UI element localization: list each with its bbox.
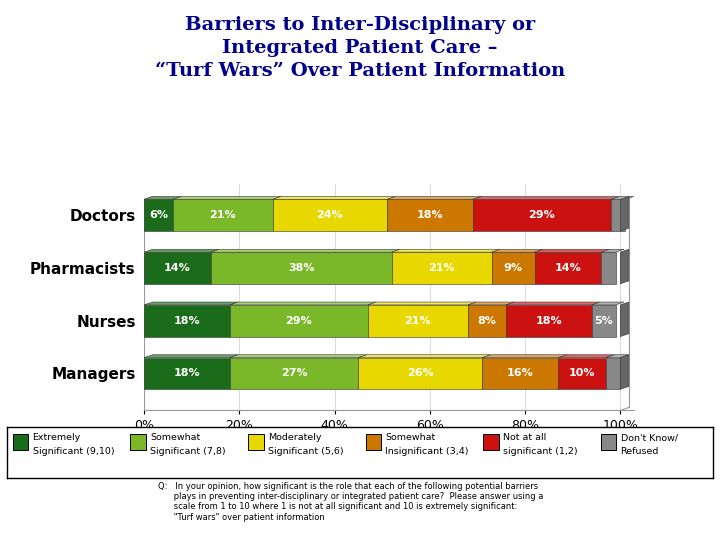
Text: 14%: 14% xyxy=(164,263,191,273)
Text: Significant (9,10): Significant (9,10) xyxy=(32,447,114,456)
Polygon shape xyxy=(368,305,468,336)
Polygon shape xyxy=(620,249,629,284)
Polygon shape xyxy=(211,252,392,284)
Polygon shape xyxy=(611,197,634,199)
Polygon shape xyxy=(144,249,220,252)
Text: 10%: 10% xyxy=(569,368,595,379)
Text: Insignificant (3,4): Insignificant (3,4) xyxy=(385,447,469,456)
Bar xyxy=(248,434,264,450)
Polygon shape xyxy=(534,252,601,284)
Polygon shape xyxy=(472,197,619,199)
Polygon shape xyxy=(392,252,492,284)
Text: significant (1,2): significant (1,2) xyxy=(503,447,577,456)
Text: 38%: 38% xyxy=(288,263,315,273)
Polygon shape xyxy=(620,197,629,231)
Polygon shape xyxy=(230,357,359,389)
Polygon shape xyxy=(492,252,534,284)
Text: 16%: 16% xyxy=(507,368,534,379)
Text: 24%: 24% xyxy=(316,210,343,220)
Polygon shape xyxy=(144,302,238,305)
Polygon shape xyxy=(359,355,491,357)
Bar xyxy=(13,434,28,450)
Text: 29%: 29% xyxy=(528,210,555,220)
Text: 18%: 18% xyxy=(174,316,200,326)
Polygon shape xyxy=(534,249,610,252)
Polygon shape xyxy=(144,355,238,357)
Text: Barriers to Inter-Disciplinary or
Integrated Patient Care –
“Turf Wars” Over Pat: Barriers to Inter-Disciplinary or Integr… xyxy=(155,16,565,80)
Polygon shape xyxy=(144,252,211,284)
Polygon shape xyxy=(592,305,616,336)
Text: Refused: Refused xyxy=(621,447,659,456)
Polygon shape xyxy=(482,357,558,389)
Polygon shape xyxy=(392,249,500,252)
Text: Somewhat: Somewhat xyxy=(150,434,200,442)
Text: Significant (7,8): Significant (7,8) xyxy=(150,447,226,456)
Bar xyxy=(130,434,146,450)
Polygon shape xyxy=(144,305,230,336)
Text: 27%: 27% xyxy=(281,368,307,379)
Polygon shape xyxy=(230,355,367,357)
Polygon shape xyxy=(606,357,620,389)
Text: 21%: 21% xyxy=(210,210,236,220)
Text: Significant (5,6): Significant (5,6) xyxy=(268,447,343,456)
Polygon shape xyxy=(506,305,592,336)
Polygon shape xyxy=(492,249,543,252)
Text: Somewhat: Somewhat xyxy=(385,434,436,442)
Text: 8%: 8% xyxy=(477,316,496,326)
Polygon shape xyxy=(606,355,629,357)
Polygon shape xyxy=(387,197,481,199)
Bar xyxy=(366,434,381,450)
Polygon shape xyxy=(273,199,387,231)
Polygon shape xyxy=(273,197,395,199)
Text: 18%: 18% xyxy=(174,368,200,379)
Text: Don't Know/: Don't Know/ xyxy=(621,434,678,442)
Text: 6%: 6% xyxy=(149,210,168,220)
Text: 5%: 5% xyxy=(594,316,613,326)
Polygon shape xyxy=(468,302,515,305)
Polygon shape xyxy=(173,199,273,231)
Text: 26%: 26% xyxy=(407,368,433,379)
Bar xyxy=(601,434,616,450)
Text: Q:   In your opinion, how significant is the role that each of the following pot: Q: In your opinion, how significant is t… xyxy=(158,482,544,522)
Polygon shape xyxy=(211,249,400,252)
Text: Extremely: Extremely xyxy=(32,434,81,442)
Polygon shape xyxy=(144,197,181,199)
Polygon shape xyxy=(387,199,472,231)
Polygon shape xyxy=(611,199,625,231)
Text: 9%: 9% xyxy=(503,263,523,273)
Polygon shape xyxy=(482,355,567,357)
Polygon shape xyxy=(173,197,282,199)
Polygon shape xyxy=(558,357,606,389)
Polygon shape xyxy=(230,302,377,305)
Text: Not at all: Not at all xyxy=(503,434,546,442)
Polygon shape xyxy=(144,199,173,231)
Text: 21%: 21% xyxy=(428,263,455,273)
Text: 18%: 18% xyxy=(536,316,562,326)
Polygon shape xyxy=(601,249,624,252)
Text: 18%: 18% xyxy=(416,210,443,220)
Polygon shape xyxy=(468,305,506,336)
Polygon shape xyxy=(592,302,624,305)
Polygon shape xyxy=(359,357,482,389)
Text: 29%: 29% xyxy=(285,316,312,326)
Polygon shape xyxy=(506,302,600,305)
Polygon shape xyxy=(472,199,611,231)
Text: 21%: 21% xyxy=(405,316,431,326)
Polygon shape xyxy=(620,355,629,389)
Text: Moderately: Moderately xyxy=(268,434,321,442)
Bar xyxy=(483,434,499,450)
Polygon shape xyxy=(620,302,629,336)
Polygon shape xyxy=(601,252,616,284)
Polygon shape xyxy=(230,305,368,336)
Polygon shape xyxy=(368,302,477,305)
Polygon shape xyxy=(558,355,615,357)
Polygon shape xyxy=(144,357,230,389)
Text: 14%: 14% xyxy=(554,263,581,273)
